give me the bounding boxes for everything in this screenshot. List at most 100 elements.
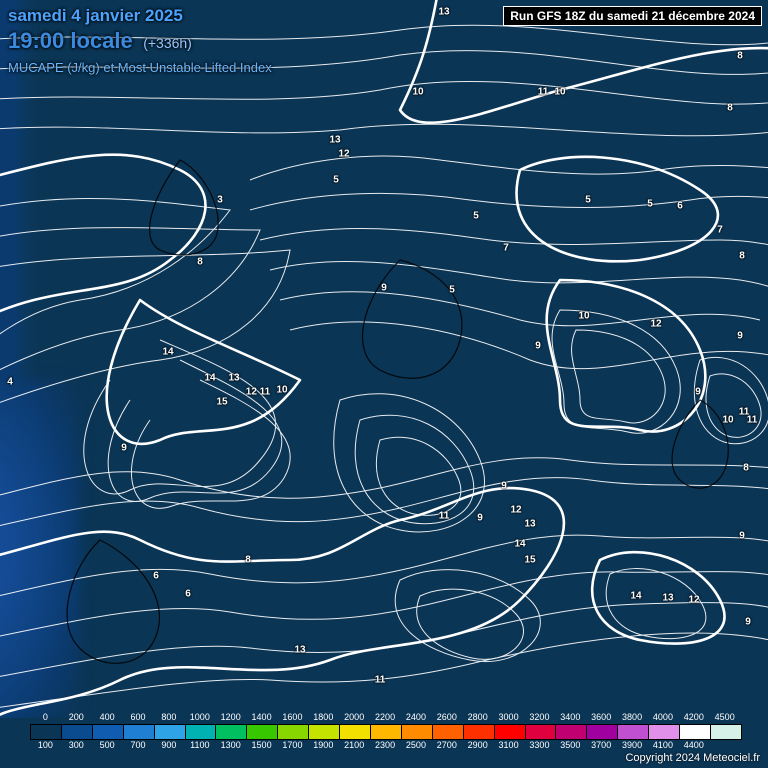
contour-value-label: 5: [449, 285, 455, 296]
legend-tick-top: 1600: [277, 712, 308, 722]
legend-tick-bottom: 2700: [431, 740, 462, 750]
legend-swatch: [587, 725, 618, 739]
contour-value-label: 11: [747, 415, 758, 426]
contour-value-label: 8: [739, 251, 745, 262]
legend-tick-bottom: 4100: [648, 740, 679, 750]
color-legend: 0200400600800100012001400160018002000220…: [0, 718, 768, 768]
contour-value-label: 14: [514, 539, 525, 550]
legend-swatch: [526, 725, 557, 739]
legend-tick-top: 4500: [709, 712, 740, 722]
copyright: Copyright 2024 Meteociel.fr: [625, 752, 760, 764]
contour-value-label: 9: [745, 617, 751, 628]
contour-value-label: 14: [204, 373, 215, 384]
legend-tick-bottom: 1300: [215, 740, 246, 750]
time-row: 19:00 locale (+336h): [8, 28, 272, 54]
legend-tick-bottom: [709, 740, 740, 750]
legend-tick-bottom: 900: [154, 740, 185, 750]
contour-value-label: 6: [677, 201, 683, 212]
legend-swatch: [711, 725, 741, 739]
legend-tick-top: 4200: [678, 712, 709, 722]
valid-date: samedi 4 janvier 2025: [8, 6, 272, 26]
contour-value-label: 10: [578, 311, 589, 322]
legend-swatch: [402, 725, 433, 739]
contour-value-label: 13: [524, 519, 535, 530]
legend-tick-bottom: 1900: [308, 740, 339, 750]
contour-value-label: 15: [216, 397, 227, 408]
legend-tick-top: 2400: [401, 712, 432, 722]
legend-tick-bottom: 500: [92, 740, 123, 750]
contour-value-label: 8: [197, 257, 203, 268]
contour-value-label: 12: [688, 595, 699, 606]
contour-value-label: 10: [722, 415, 733, 426]
legend-swatch: [556, 725, 587, 739]
legend-tick-bottom: 2500: [401, 740, 432, 750]
contour-value-label: 8: [743, 463, 749, 474]
legend-swatch: [216, 725, 247, 739]
legend-tick-top: 3200: [524, 712, 555, 722]
legend-swatch: [618, 725, 649, 739]
legend-tick-top: 3000: [493, 712, 524, 722]
legend-swatch: [433, 725, 464, 739]
contour-value-label: 11: [375, 675, 386, 686]
contour-value-label: 13: [294, 645, 305, 656]
contour-value-label: 8: [727, 103, 733, 114]
contour-value-label: 9: [477, 513, 483, 524]
legend-tick-top: 1800: [308, 712, 339, 722]
legend-tick-top: 2200: [370, 712, 401, 722]
contour-value-label: 8: [245, 555, 251, 566]
contour-value-label: 12: [650, 319, 661, 330]
contour-value-label: 10: [412, 87, 423, 98]
legend-ticks-top: 0200400600800100012001400160018002000220…: [30, 712, 740, 722]
contour-value-label: 9: [535, 341, 541, 352]
contour-value-label: 4: [7, 377, 13, 388]
legend-swatch: [649, 725, 680, 739]
legend-tick-bottom: 2100: [339, 740, 370, 750]
legend-swatch: [495, 725, 526, 739]
legend-tick-top: 3800: [617, 712, 648, 722]
legend-swatch: [93, 725, 124, 739]
contour-value-label: 3: [217, 195, 223, 206]
legend-tick-top: 1200: [215, 712, 246, 722]
contour-value-label: 9: [381, 283, 387, 294]
contour-value-label: 5: [333, 175, 339, 186]
legend-swatch: [62, 725, 93, 739]
contour-value-label: 5: [585, 195, 591, 206]
contour-value-label: 13: [329, 135, 340, 146]
product-title: MUCAPE (J/kg) et Most Unstable Lifted In…: [8, 60, 272, 75]
legend-tick-bottom: 3300: [524, 740, 555, 750]
legend-tick-bottom: 4400: [678, 740, 709, 750]
legend-tick-bottom: 100: [30, 740, 61, 750]
legend-swatch: [680, 725, 711, 739]
legend-tick-top: 600: [123, 712, 154, 722]
legend-swatch: [31, 725, 62, 739]
contour-value-label: 12: [338, 149, 349, 160]
legend-tick-top: 400: [92, 712, 123, 722]
contour-value-label: 5: [473, 211, 479, 222]
contour-value-label: 9: [739, 531, 745, 542]
legend-tick-top: 2600: [431, 712, 462, 722]
contour-value-label: 10: [276, 385, 287, 396]
legend-swatch: [340, 725, 371, 739]
legend-tick-bottom: 1700: [277, 740, 308, 750]
legend-tick-top: 4000: [648, 712, 679, 722]
legend-swatch: [278, 725, 309, 739]
legend-tick-bottom: 700: [123, 740, 154, 750]
forecast-offset: (+336h): [143, 35, 192, 51]
contour-value-label: 10: [554, 87, 565, 98]
legend-tick-top: 200: [61, 712, 92, 722]
contour-value-label: 6: [185, 589, 191, 600]
contour-value-label: 7: [717, 225, 723, 236]
contour-value-label: 13: [438, 7, 449, 18]
legend-swatch: [155, 725, 186, 739]
contour-value-label: 9: [121, 443, 127, 454]
legend-swatch: [247, 725, 278, 739]
contour-value-label: 8: [737, 51, 743, 62]
legend-tick-top: 1000: [184, 712, 215, 722]
contour-value-label: 6: [153, 571, 159, 582]
contour-value-label: 13: [662, 593, 673, 604]
legend-tick-top: 3400: [555, 712, 586, 722]
contour-value-label: 9: [695, 387, 701, 398]
contour-value-label: 11: [538, 87, 549, 98]
contour-value-label: 9: [501, 481, 507, 492]
contour-value-label: 14: [630, 591, 641, 602]
